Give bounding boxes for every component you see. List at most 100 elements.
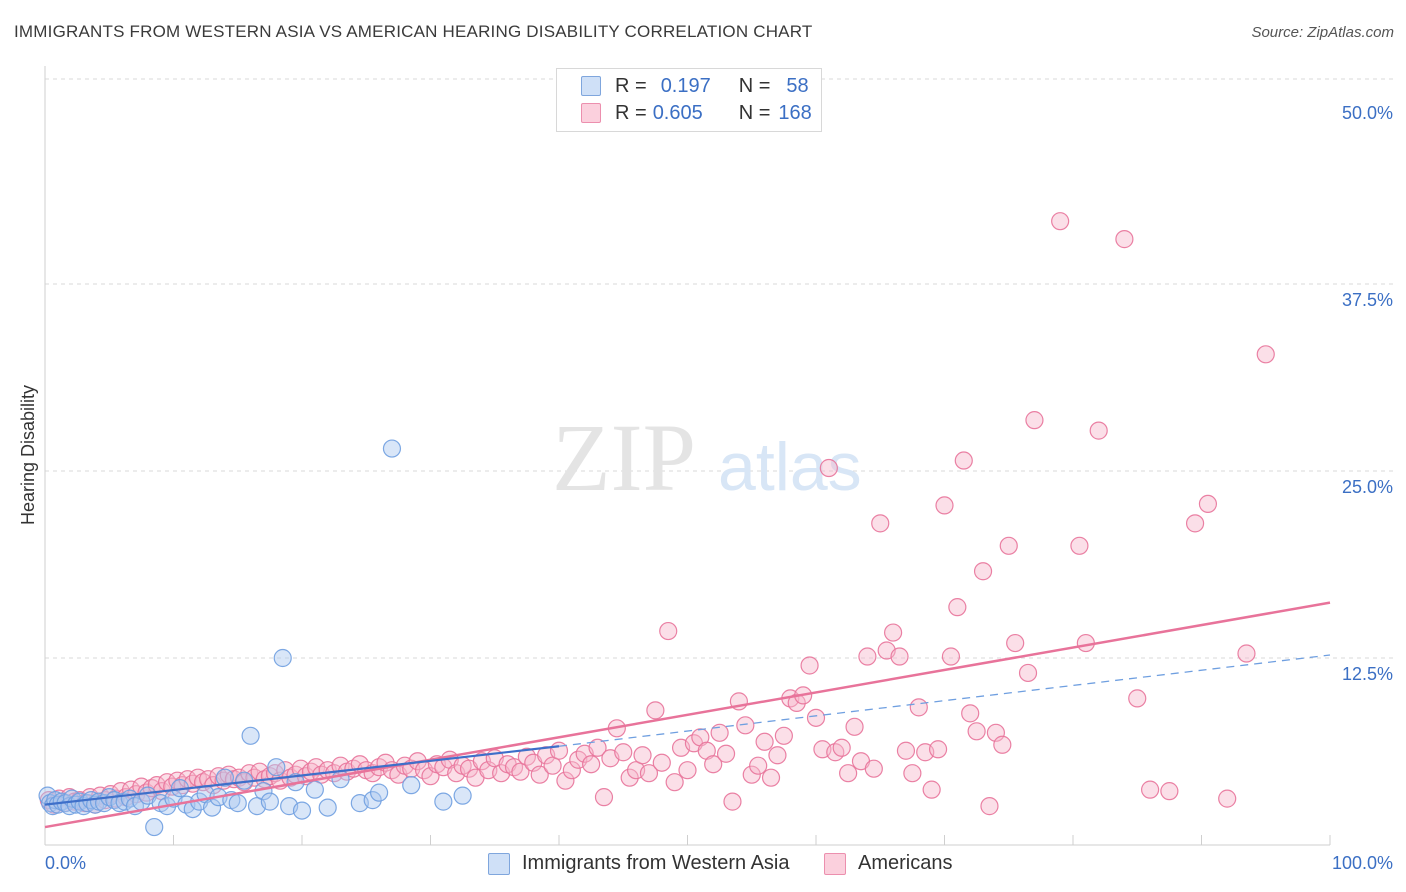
western-asia-point (292, 801, 312, 820)
americans-point (1006, 633, 1025, 653)
americans-point (1185, 514, 1205, 533)
americans-point (665, 773, 684, 792)
series-legend: Immigrants from Western Asia Americans (0, 852, 1406, 878)
americans-point (787, 693, 806, 712)
watermark-atlas: atlas (718, 429, 862, 505)
americans-point (948, 598, 967, 617)
americans-point (903, 764, 922, 783)
americans-point (845, 717, 864, 736)
western-asia-point (145, 817, 164, 837)
legend-r-value: 0.197 (660, 74, 711, 97)
americans-point (646, 701, 665, 720)
y-tick-label: 12.5% (1342, 664, 1393, 684)
americans-point (582, 755, 601, 774)
western-asia-point (215, 768, 234, 787)
legend-r-label: R = (615, 101, 647, 124)
americans-point (839, 764, 858, 783)
americans-point (594, 788, 614, 807)
americans-point (761, 768, 781, 787)
watermark-zip: ZIP (552, 404, 696, 511)
americans-point (716, 744, 736, 763)
legend-swatch-western-asia (488, 852, 510, 875)
americans-point (530, 765, 549, 784)
x-tick-label: 100.0% (1332, 853, 1393, 873)
americans-point (723, 792, 742, 811)
legend-r-value: 0.605 (652, 101, 703, 124)
western-asia-point (273, 648, 292, 668)
legend-swatch-americans (824, 852, 846, 875)
americans-point (922, 780, 941, 799)
y-tick-label: 25.0% (1342, 477, 1393, 497)
americans-point (999, 536, 1018, 555)
americans-point (967, 722, 986, 741)
americans-point (1051, 212, 1070, 231)
legend-n-value: 168 (778, 101, 812, 124)
americans-point (614, 743, 633, 762)
legend-n-label: N = (738, 101, 771, 124)
americans-point (871, 514, 890, 533)
scatter-points (38, 212, 1275, 837)
axes (44, 66, 1331, 846)
americans-point (1070, 536, 1089, 555)
americans-point (704, 755, 723, 774)
americans-point (755, 732, 774, 751)
americans-point (832, 738, 851, 757)
americans-point (806, 708, 826, 727)
americans-point (800, 656, 819, 675)
americans-point (749, 756, 768, 775)
americans-point (511, 762, 530, 781)
western-asia-point (241, 726, 260, 745)
western-asia-point (363, 791, 382, 810)
legend-label-western-asia: Immigrants from Western Asia (522, 852, 790, 874)
americans-point (543, 756, 562, 775)
americans-point (890, 647, 909, 666)
western-asia-point (434, 792, 453, 811)
western-asia-trend-extension (558, 654, 1331, 747)
y-tick-label: 50.0% (1342, 103, 1393, 123)
grid-lines (45, 78, 1395, 659)
legend-swatch-western-asia (581, 76, 601, 96)
western-asia-point (382, 439, 402, 458)
americans-point (768, 746, 787, 765)
chart-title: IMMIGRANTS FROM WESTERN ASIA VS AMERICAN… (14, 22, 813, 41)
legend-r-label: R = (615, 74, 647, 97)
legend-row-americans: R = 0.605 N = 168 (581, 100, 812, 126)
legend-item-americans[interactable]: Americans (824, 852, 952, 875)
trend-lines (44, 601, 1331, 829)
y-axis-label: Hearing Disability (18, 385, 38, 525)
western-asia-point (402, 776, 421, 795)
americans-point (659, 621, 678, 641)
americans-point (147, 776, 166, 795)
western-asia-point (228, 794, 247, 813)
legend-n-label: N = (738, 74, 771, 97)
western-asia-point (260, 792, 279, 811)
western-asia-trend-line (44, 745, 560, 806)
americans-point (678, 761, 697, 780)
americans-point (1218, 789, 1237, 808)
x-tick-label: 0.0% (45, 853, 86, 873)
legend-swatch-americans (581, 103, 601, 123)
americans-point (928, 740, 948, 759)
y-tick-label: 37.5% (1342, 290, 1393, 310)
western-asia-point (318, 798, 337, 817)
americans-point (1140, 780, 1160, 799)
americans-point (1089, 421, 1108, 440)
americans-point (864, 759, 883, 778)
americans-trend-line (44, 601, 1331, 829)
americans-point (1256, 345, 1275, 364)
legend-label-americans: Americans (858, 852, 953, 874)
americans-point (909, 698, 928, 717)
legend-n-value: 58 (786, 74, 809, 97)
western-asia-point (370, 783, 389, 802)
americans-point (774, 726, 793, 745)
americans-point (961, 704, 980, 723)
americans-point (896, 741, 916, 760)
americans-point (588, 738, 607, 757)
tick-labels: 12.5% 25.0% 37.5% 50.0% 0.0% 100.0% (45, 103, 1393, 873)
legend-item-western-asia[interactable]: Immigrants from Western Asia (488, 852, 789, 875)
americans-point (556, 771, 575, 790)
americans-point (1198, 494, 1218, 514)
western-asia-point (305, 780, 324, 799)
americans-point (883, 623, 903, 642)
